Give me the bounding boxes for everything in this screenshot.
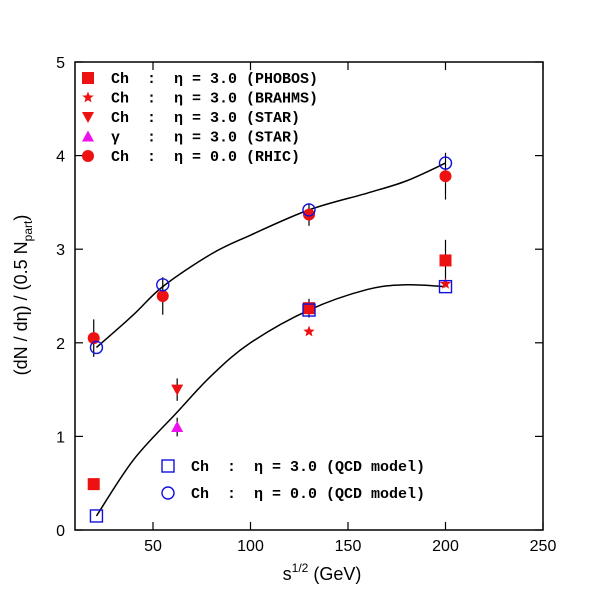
legend-marker	[161, 486, 175, 500]
data-point	[438, 279, 453, 294]
legend-marker	[82, 72, 94, 84]
x-axis-label-main: s	[283, 564, 292, 584]
legend-marker	[82, 150, 94, 162]
x-tick-label: 50	[144, 538, 162, 555]
data-point	[303, 325, 315, 337]
data-point	[302, 303, 316, 317]
y-axis-label-close: )	[11, 215, 31, 221]
y-tick-label: 2	[56, 336, 65, 353]
fit-curve	[95, 283, 446, 517]
x-tick-label: 250	[530, 538, 557, 555]
y-axis-label-main: (dN / dη) / (0.5 N	[11, 241, 31, 375]
y-tick-label: 0	[56, 523, 65, 540]
x-axis-label: s1/2 (GeV)	[283, 561, 362, 584]
x-tick-label: 150	[335, 538, 362, 555]
data-point	[87, 478, 100, 491]
x-axis-label-sup: 1/2	[292, 561, 309, 575]
legend-marker	[161, 459, 175, 473]
data-point	[439, 254, 452, 267]
data-point	[156, 278, 170, 292]
legend-label: Ch : η = 0.0 (RHIC)	[111, 149, 300, 166]
legend-marker	[82, 112, 94, 123]
legend-marker	[82, 91, 94, 103]
legend-label: Ch : η = 0.0 (QCD model)	[191, 486, 425, 503]
x-tick-label: 100	[237, 538, 264, 555]
legend-label: Ch : η = 3.0 (QCD model)	[191, 459, 425, 476]
data-point	[302, 203, 316, 217]
data-point	[303, 302, 315, 315]
y-axis-label-sub: part	[21, 220, 35, 241]
data-point	[439, 277, 452, 289]
data-point	[89, 509, 104, 523]
legend-label: γ : η = 3.0 (STAR)	[111, 130, 300, 147]
y-tick-label: 3	[56, 242, 65, 259]
y-tick-label: 4	[56, 149, 65, 166]
legend-label: Ch : η = 3.0 (STAR)	[111, 110, 300, 127]
data-point	[89, 340, 104, 355]
data-point	[303, 208, 315, 221]
legend-top: Ch : η = 3.0 (PHOBOS) Ch : η = 3.0 (BRAHM…	[82, 71, 318, 166]
data-point	[438, 156, 453, 170]
y-axis-label: (dN / dη) / (0.5 Npart)	[11, 215, 35, 376]
legend-label: Ch : η = 3.0 (PHOBOS)	[111, 71, 318, 88]
x-tick-label: 200	[432, 538, 459, 555]
legend-label: Ch : η = 3.0 (BRAHMS)	[111, 91, 318, 108]
data-point	[439, 170, 452, 183]
data-points	[87, 152, 453, 523]
axes: 50 100 150 200 250 0 1 2 3 4 5	[56, 55, 556, 555]
data-point	[171, 421, 184, 433]
fit-curve	[95, 162, 446, 349]
data-point	[156, 290, 169, 302]
legend-bottom: Ch : η = 3.0 (QCD model) Ch : η = 0.0 (QC…	[161, 459, 425, 503]
legend-marker	[82, 130, 94, 142]
y-tick-label: 5	[56, 55, 65, 72]
data-point	[171, 384, 184, 396]
plot-frame	[74, 61, 544, 531]
fit-curves	[95, 162, 446, 517]
x-axis-label-unit: (GeV)	[308, 564, 361, 584]
y-tick-label: 1	[56, 429, 65, 446]
